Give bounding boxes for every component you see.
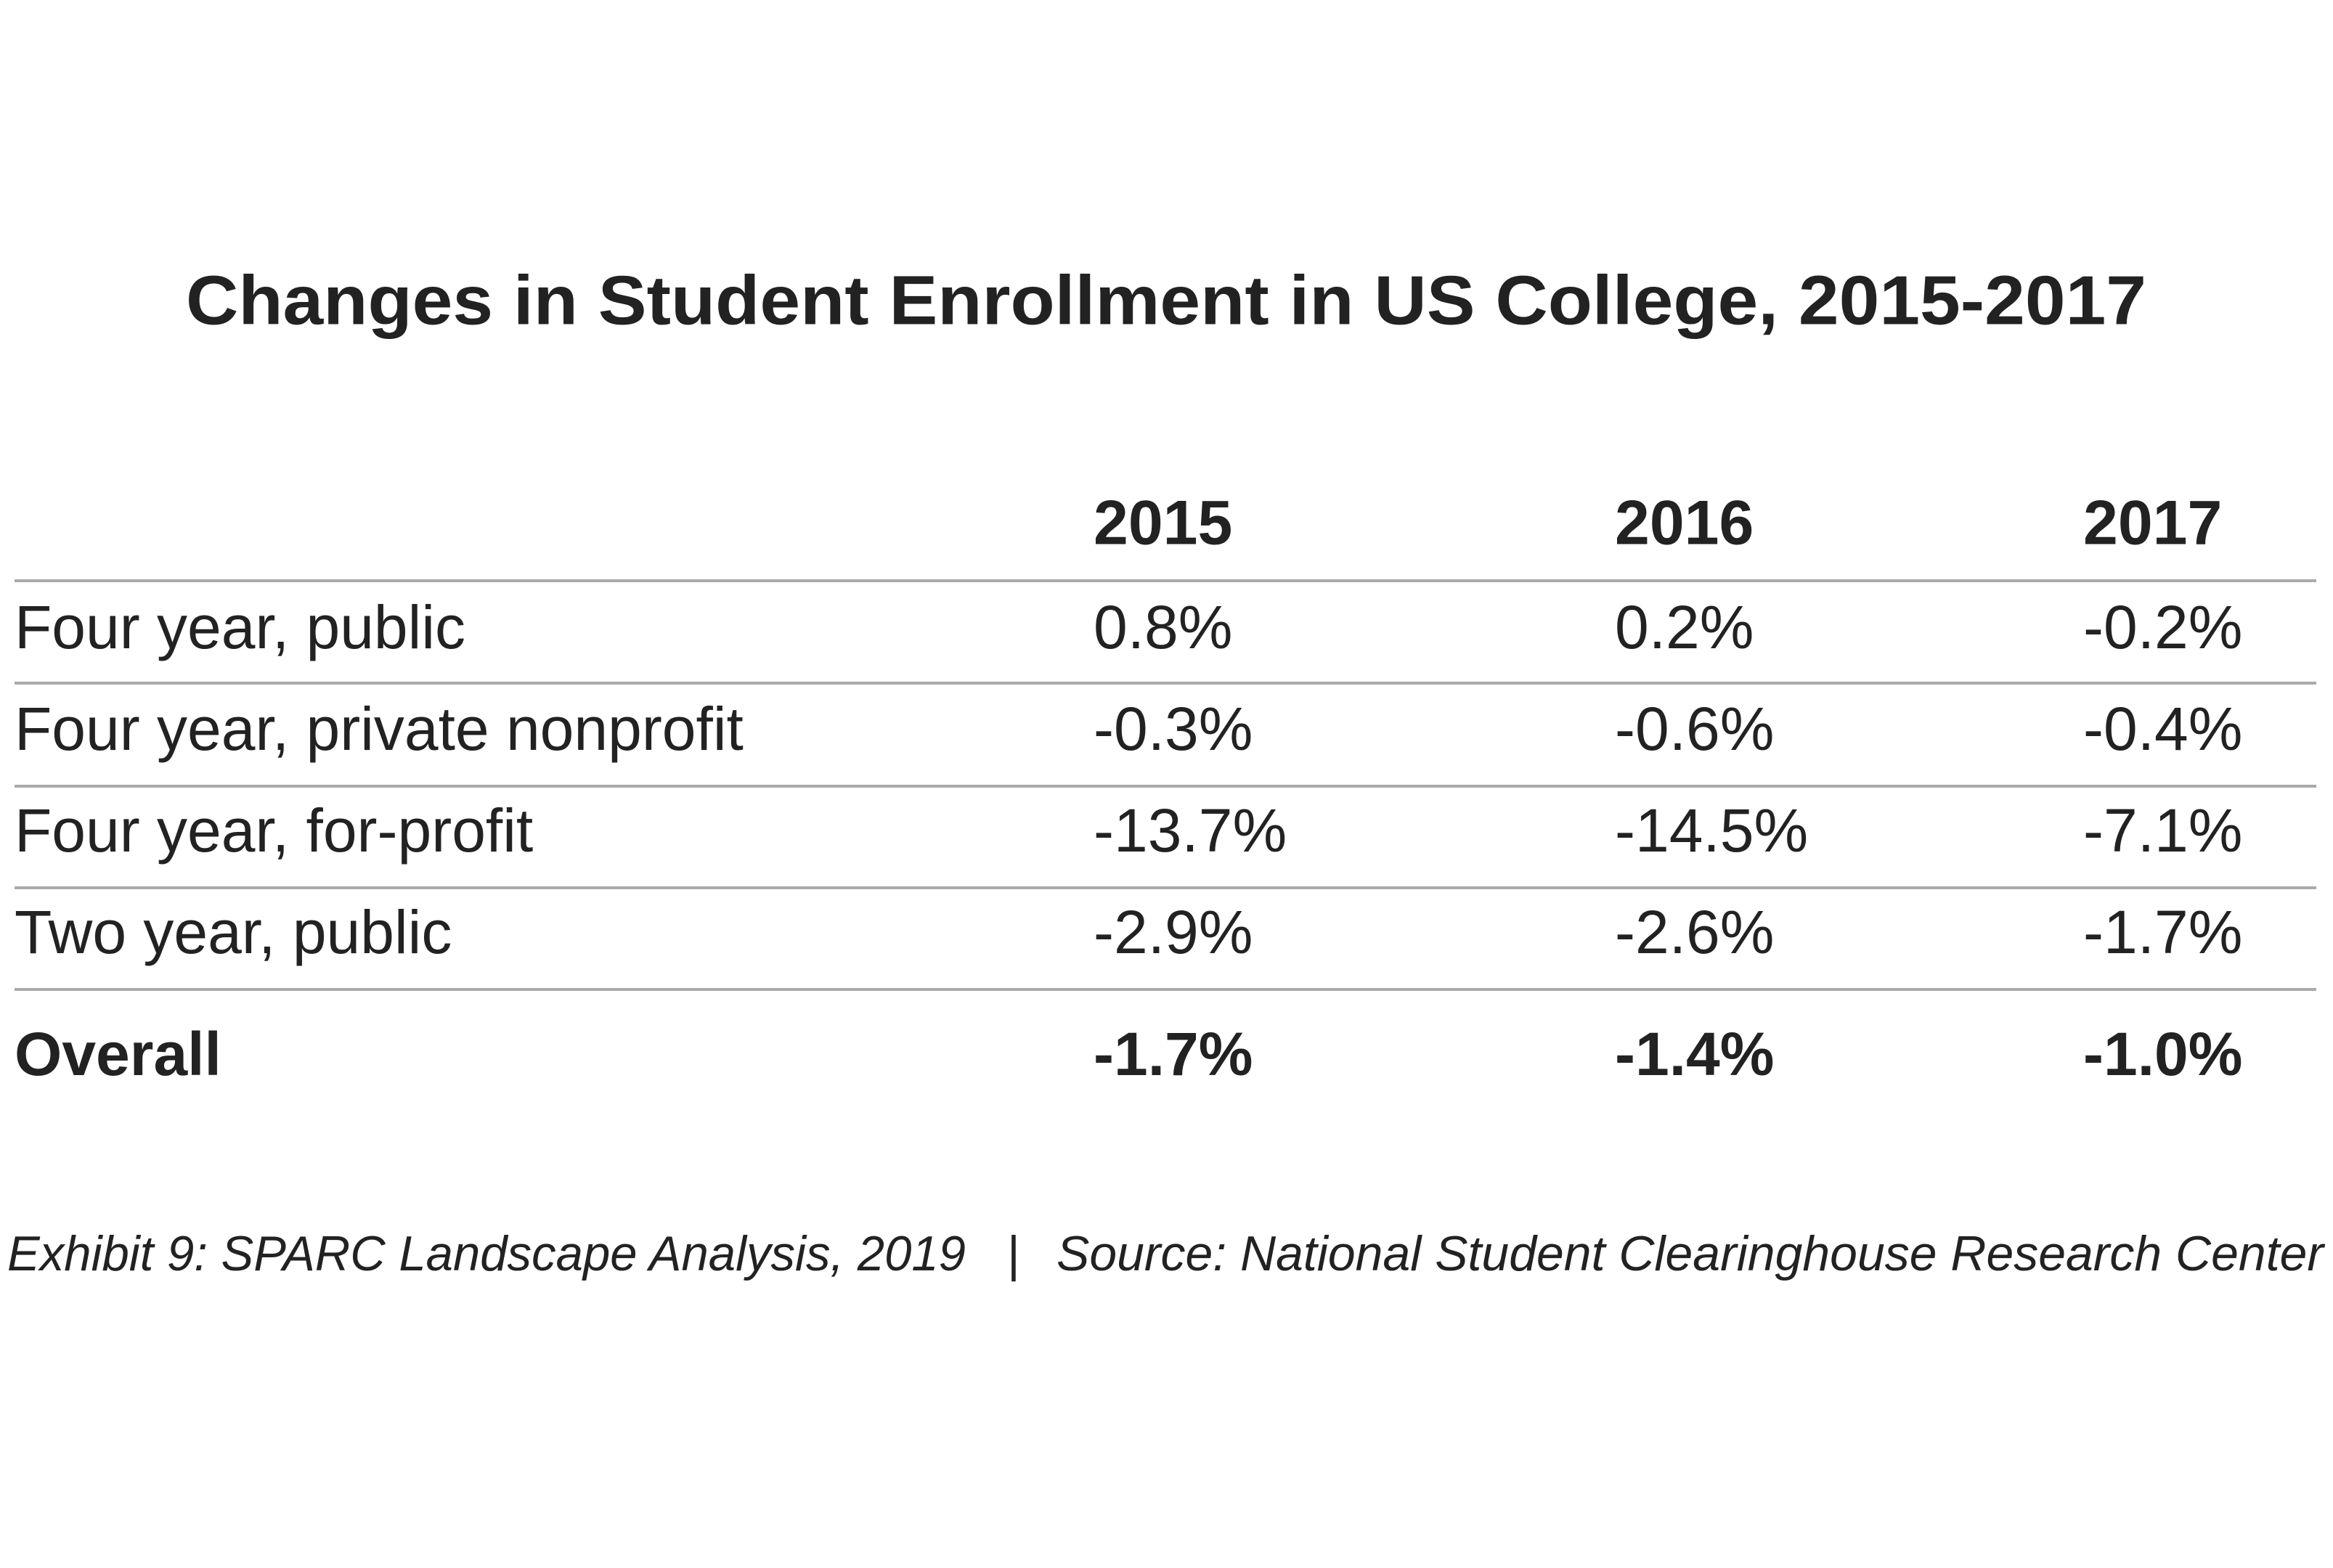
cell-value: -0.2% <box>2083 593 2242 661</box>
column-header: 2016 <box>1615 489 1754 558</box>
total-value: -1.0% <box>2083 1020 2242 1088</box>
cell-value: -0.4% <box>2083 695 2242 763</box>
column-header: 2015 <box>1094 489 1232 558</box>
cell-value: -13.7% <box>1094 796 1287 865</box>
total-value: -1.7% <box>1094 1020 1253 1088</box>
title: Changes in Student Enrollment in US Coll… <box>186 261 2146 339</box>
cell-value: -7.1% <box>2083 796 2242 865</box>
row-label: Four year, for-profit <box>15 796 533 865</box>
footer-source: Source: National Student Clearinghouse R… <box>1056 1226 2325 1281</box>
column-header: 2017 <box>2083 489 2222 558</box>
total-label: Overall <box>15 1020 221 1088</box>
footer-separator: | <box>1006 1226 1019 1281</box>
total-value: -1.4% <box>1615 1020 1774 1088</box>
row-label: Four year, private nonprofit <box>15 695 744 763</box>
footer-exhibit: Exhibit 9: SPARC Landscape Analysis, 201… <box>7 1226 966 1281</box>
cell-value: -2.6% <box>1615 898 1774 966</box>
cell-value: 0.8% <box>1094 593 1232 661</box>
cell-value: -14.5% <box>1615 796 1808 865</box>
row-label: Two year, public <box>15 898 452 966</box>
cell-value: -2.9% <box>1094 898 1253 966</box>
cell-value: 0.2% <box>1615 593 1754 661</box>
cell-value: -0.6% <box>1615 695 1774 763</box>
cell-value: -0.3% <box>1094 695 1253 763</box>
cell-value: -1.7% <box>2083 898 2242 966</box>
row-label: Four year, public <box>15 593 465 661</box>
